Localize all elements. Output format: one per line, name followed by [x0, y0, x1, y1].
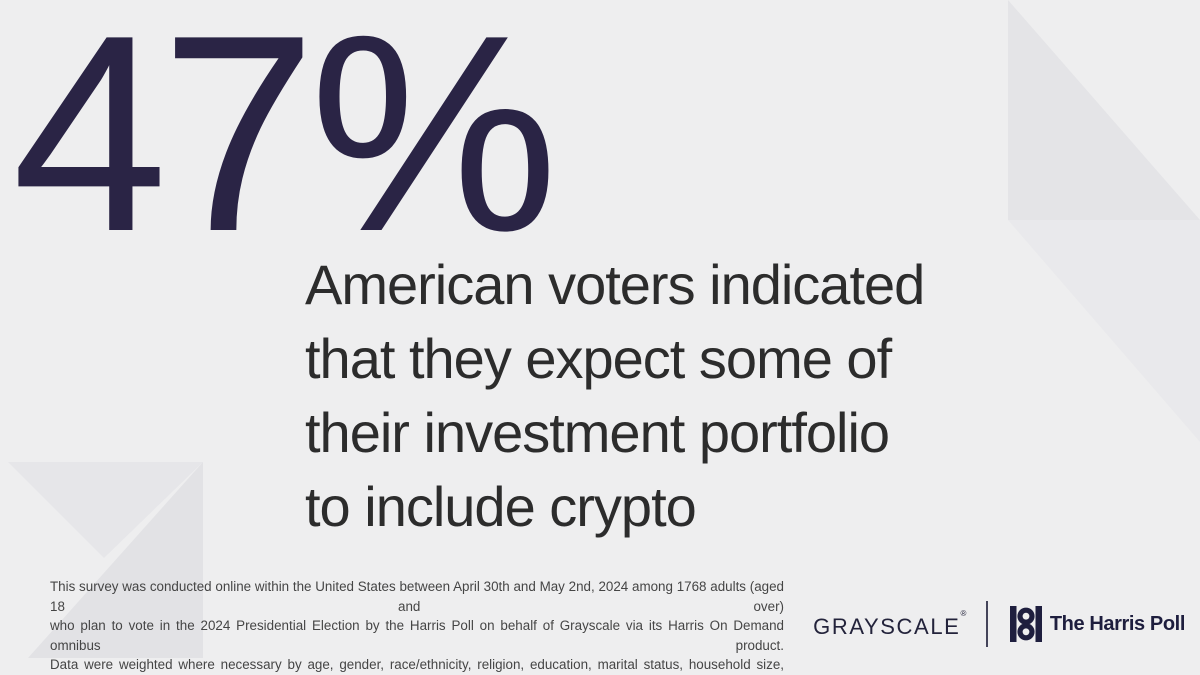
headline-line: to include crypto [305, 475, 697, 538]
disclaimer-line: who plan to vote in the 2024 Presidentia… [50, 618, 784, 653]
disclaimer-line: This survey was conducted online within … [50, 579, 784, 614]
harris-poll-logo: The Harris Poll [1049, 612, 1186, 635]
harris-poll-icon [1009, 606, 1042, 642]
corner-triangle-bottom-left-top [8, 462, 203, 558]
headline-line: that they expect some of [305, 327, 892, 390]
grayscale-logo-text: GRAYSCALE [813, 613, 961, 639]
headline-line: their investment portfolio [305, 401, 890, 464]
footer-logos: GRAYSCALE® The Harris Poll [813, 600, 1185, 648]
survey-disclaimer: This survey was conducted online within … [50, 577, 784, 675]
headline: American voters indicated that they expe… [305, 248, 1065, 544]
corner-triangle-top-right-dark [1008, 0, 1200, 220]
grayscale-logo: GRAYSCALE® [813, 609, 966, 640]
logo-divider [986, 601, 988, 647]
stat-value: 47% [12, 0, 558, 290]
registered-mark: ® [960, 608, 967, 618]
disclaimer-line: Data were weighted where necessary by ag… [50, 657, 784, 672]
headline-line: American voters indicated [305, 253, 925, 316]
